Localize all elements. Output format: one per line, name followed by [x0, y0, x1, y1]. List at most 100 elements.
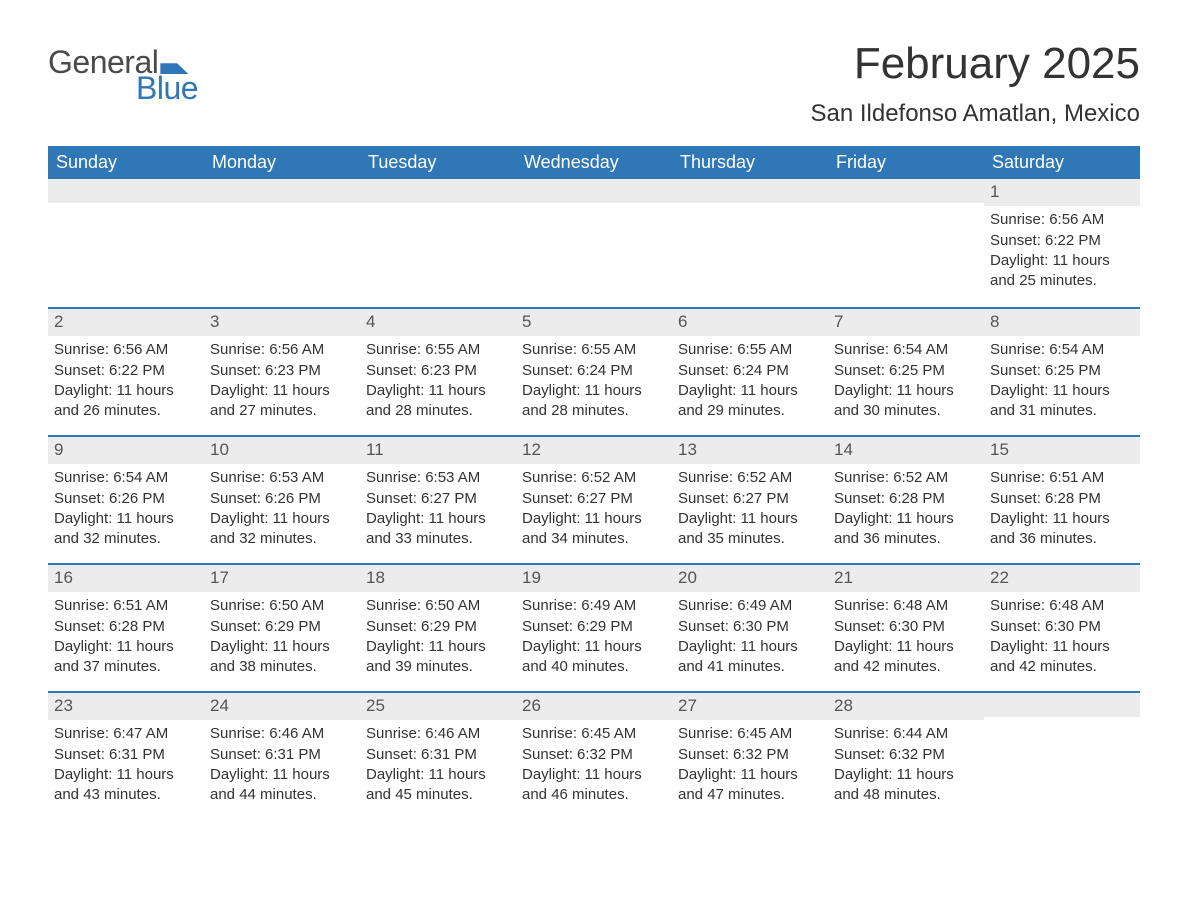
calendar-day: 1Sunrise: 6:56 AMSunset: 6:22 PMDaylight…: [984, 179, 1140, 307]
day-details: Sunrise: 6:53 AMSunset: 6:27 PMDaylight:…: [366, 468, 510, 549]
day-number: 12: [516, 437, 672, 464]
sunset-line: Sunset: 6:29 PM: [210, 617, 354, 637]
daylight-line: Daylight: 11 hours and 45 minutes.: [366, 765, 510, 806]
daylight-line: Daylight: 11 hours and 47 minutes.: [678, 765, 822, 806]
calendar-day-empty: [516, 179, 672, 307]
calendar-day: 6Sunrise: 6:55 AMSunset: 6:24 PMDaylight…: [672, 309, 828, 435]
weekday-header: Monday: [204, 146, 360, 179]
sunset-line: Sunset: 6:30 PM: [678, 617, 822, 637]
day-number: 13: [672, 437, 828, 464]
sunset-line: Sunset: 6:32 PM: [522, 745, 666, 765]
header: General Blue February 2025 San Ildefonso…: [48, 40, 1140, 128]
day-number: 5: [516, 309, 672, 336]
calendar-day: 3Sunrise: 6:56 AMSunset: 6:23 PMDaylight…: [204, 309, 360, 435]
sunrise-line: Sunrise: 6:49 AM: [678, 596, 822, 616]
calendar-day: 9Sunrise: 6:54 AMSunset: 6:26 PMDaylight…: [48, 437, 204, 563]
daylight-line: Daylight: 11 hours and 37 minutes.: [54, 637, 198, 678]
day-details: Sunrise: 6:48 AMSunset: 6:30 PMDaylight:…: [834, 596, 978, 677]
daylight-line: Daylight: 11 hours and 27 minutes.: [210, 381, 354, 422]
day-number: 23: [48, 693, 204, 720]
calendar-day: 28Sunrise: 6:44 AMSunset: 6:32 PMDayligh…: [828, 693, 984, 819]
sunrise-line: Sunrise: 6:48 AM: [990, 596, 1134, 616]
day-number: 25: [360, 693, 516, 720]
sunrise-line: Sunrise: 6:55 AM: [522, 340, 666, 360]
calendar-day: 16Sunrise: 6:51 AMSunset: 6:28 PMDayligh…: [48, 565, 204, 691]
day-number: 11: [360, 437, 516, 464]
calendar-week: 9Sunrise: 6:54 AMSunset: 6:26 PMDaylight…: [48, 435, 1140, 563]
sunrise-line: Sunrise: 6:50 AM: [210, 596, 354, 616]
sunrise-line: Sunrise: 6:51 AM: [990, 468, 1134, 488]
calendar-day: 8Sunrise: 6:54 AMSunset: 6:25 PMDaylight…: [984, 309, 1140, 435]
day-details: Sunrise: 6:50 AMSunset: 6:29 PMDaylight:…: [366, 596, 510, 677]
sunset-line: Sunset: 6:26 PM: [210, 489, 354, 509]
daylight-line: Daylight: 11 hours and 36 minutes.: [834, 509, 978, 550]
day-number: 28: [828, 693, 984, 720]
calendar-week: 16Sunrise: 6:51 AMSunset: 6:28 PMDayligh…: [48, 563, 1140, 691]
calendar-day: 24 Sunrise: 6:46 AMSunset: 6:31 PMDayligh…: [204, 693, 360, 819]
calendar-day: 12Sunrise: 6:52 AMSunset: 6:27 PMDayligh…: [516, 437, 672, 563]
sunset-line: Sunset: 6:25 PM: [834, 361, 978, 381]
daylight-line: Daylight: 11 hours and 39 minutes.: [366, 637, 510, 678]
calendar-day: 14Sunrise: 6:52 AMSunset: 6:28 PMDayligh…: [828, 437, 984, 563]
weekday-header: Saturday: [984, 146, 1140, 179]
sunrise-line: Sunrise: 6:45 AM: [522, 724, 666, 744]
daylight-line: Daylight: 11 hours and 31 minutes.: [990, 381, 1134, 422]
weekday-header: Tuesday: [360, 146, 516, 179]
daylight-line: Daylight: 11 hours and 33 minutes.: [366, 509, 510, 550]
day-details: Sunrise: 6:46 AMSunset: 6:31 PMDaylight:…: [210, 724, 354, 805]
day-number: [672, 179, 828, 203]
calendar-day: 25Sunrise: 6:46 AMSunset: 6:31 PMDayligh…: [360, 693, 516, 819]
sunrise-line: Sunrise: 6:54 AM: [834, 340, 978, 360]
day-details: Sunrise: 6:49 AMSunset: 6:30 PMDaylight:…: [678, 596, 822, 677]
daylight-line: Daylight: 11 hours and 38 minutes.: [210, 637, 354, 678]
calendar-day: 2Sunrise: 6:56 AMSunset: 6:22 PMDaylight…: [48, 309, 204, 435]
day-number: 3: [204, 309, 360, 336]
daylight-line: Daylight: 11 hours and 32 minutes.: [210, 509, 354, 550]
calendar-day-empty: [984, 693, 1140, 819]
sunset-line: Sunset: 6:22 PM: [54, 361, 198, 381]
sunset-line: Sunset: 6:24 PM: [678, 361, 822, 381]
day-details: Sunrise: 6:45 AMSunset: 6:32 PMDaylight:…: [522, 724, 666, 805]
daylight-line: Daylight: 11 hours and 29 minutes.: [678, 381, 822, 422]
calendar-day: 13Sunrise: 6:52 AMSunset: 6:27 PMDayligh…: [672, 437, 828, 563]
calendar-day: 22Sunrise: 6:48 AMSunset: 6:30 PMDayligh…: [984, 565, 1140, 691]
day-number: 24: [204, 693, 360, 720]
calendar-day-empty: [48, 179, 204, 307]
calendar-week: 1Sunrise: 6:56 AMSunset: 6:22 PMDaylight…: [48, 179, 1140, 307]
sunset-line: Sunset: 6:27 PM: [522, 489, 666, 509]
day-number: 6: [672, 309, 828, 336]
day-number: 22: [984, 565, 1140, 592]
daylight-line: Daylight: 11 hours and 40 minutes.: [522, 637, 666, 678]
sunrise-line: Sunrise: 6:45 AM: [678, 724, 822, 744]
day-number: [204, 179, 360, 203]
sunset-line: Sunset: 6:28 PM: [54, 617, 198, 637]
calendar-week: 2Sunrise: 6:56 AMSunset: 6:22 PMDaylight…: [48, 307, 1140, 435]
daylight-line: Daylight: 11 hours and 43 minutes.: [54, 765, 198, 806]
brand-logo: General Blue: [48, 46, 198, 104]
sunset-line: Sunset: 6:29 PM: [522, 617, 666, 637]
day-details: Sunrise: 6:51 AMSunset: 6:28 PMDaylight:…: [990, 468, 1134, 549]
brand-word-2: Blue: [48, 72, 198, 104]
day-number: 21: [828, 565, 984, 592]
calendar-day: 23Sunrise: 6:47 AMSunset: 6:31 PMDayligh…: [48, 693, 204, 819]
sunrise-line: Sunrise: 6:55 AM: [366, 340, 510, 360]
sunrise-line: Sunrise: 6:46 AM: [210, 724, 354, 744]
calendar-day-empty: [828, 179, 984, 307]
sunrise-line: Sunrise: 6:49 AM: [522, 596, 666, 616]
sunrise-line: Sunrise: 6:52 AM: [522, 468, 666, 488]
sunrise-line: Sunrise: 6:52 AM: [834, 468, 978, 488]
daylight-line: Daylight: 11 hours and 30 minutes.: [834, 381, 978, 422]
daylight-line: Daylight: 11 hours and 44 minutes.: [210, 765, 354, 806]
day-number: 9: [48, 437, 204, 464]
daylight-line: Daylight: 11 hours and 46 minutes.: [522, 765, 666, 806]
day-details: Sunrise: 6:55 AMSunset: 6:23 PMDaylight:…: [366, 340, 510, 421]
sunset-line: Sunset: 6:26 PM: [54, 489, 198, 509]
calendar-week: 23Sunrise: 6:47 AMSunset: 6:31 PMDayligh…: [48, 691, 1140, 819]
daylight-line: Daylight: 11 hours and 36 minutes.: [990, 509, 1134, 550]
calendar-day: 4Sunrise: 6:55 AMSunset: 6:23 PMDaylight…: [360, 309, 516, 435]
day-number: 27: [672, 693, 828, 720]
sunset-line: Sunset: 6:32 PM: [678, 745, 822, 765]
sunset-line: Sunset: 6:23 PM: [366, 361, 510, 381]
location-subtitle: San Ildefonso Amatlan, Mexico: [810, 100, 1140, 128]
sunset-line: Sunset: 6:23 PM: [210, 361, 354, 381]
